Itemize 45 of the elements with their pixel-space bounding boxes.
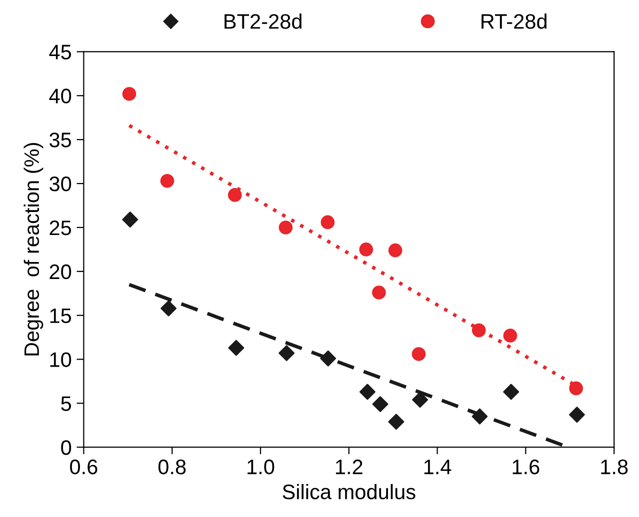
y-axis-title: Degree of reaction (%) [24,143,44,356]
point [160,174,174,188]
point [122,86,136,101]
x-axis-title: Silica modulus [282,484,416,500]
x-tick-label: 0.8 [158,460,186,474]
point [278,345,295,362]
point [278,220,293,234]
point [412,392,428,408]
y-tick-label: 25 [50,220,72,236]
point [359,242,374,256]
point [388,414,404,430]
x-tick-label: 1.6 [512,460,540,474]
point [569,381,583,396]
point [472,323,486,338]
point [359,384,376,400]
y-tick-label: 5 [61,396,72,412]
y-tick-label: 20 [50,264,72,280]
y-tick-label: 10 [50,352,72,368]
x-tick-label: 1.4 [424,460,452,474]
x-tick-label: 1.2 [336,460,362,474]
y-tick-label: 15 [50,308,72,324]
point [228,188,242,202]
y-tick-label: 30 [50,176,72,192]
y-tick-label: 0 [61,440,72,455]
point [503,384,520,400]
x-tick-label: 1.8 [601,460,628,474]
point [503,328,518,342]
point [320,350,336,366]
point [228,340,244,356]
point [320,215,335,230]
point [388,243,402,258]
y-tick-label: 35 [50,132,72,148]
point [372,286,386,300]
x-tick-label: 1.0 [248,460,274,474]
point [372,396,388,412]
y-tick-label: 40 [49,88,72,104]
point [122,212,138,228]
point [412,347,426,361]
x-tick-label: 0.6 [70,460,98,474]
point [472,408,488,424]
legend-label: RT-28d [482,14,546,29]
legend-label: BT2-28d [224,14,302,29]
point [568,406,585,423]
point [160,300,177,316]
y-tick-label: 45 [49,44,72,60]
